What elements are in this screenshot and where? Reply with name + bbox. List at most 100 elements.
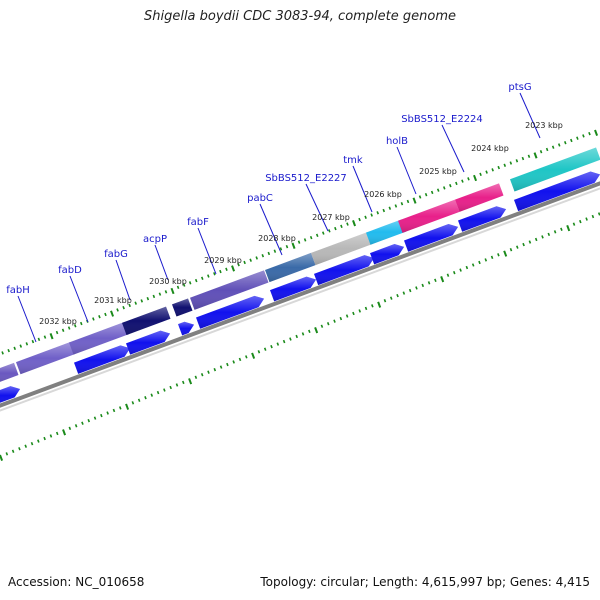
tick-mark [334, 226, 337, 231]
cds-arrow-10-shade [458, 206, 507, 232]
tick-mark [406, 199, 410, 204]
tick-mark [11, 449, 15, 453]
tick-mark [400, 202, 404, 206]
tick-mark [163, 388, 166, 392]
tick-mark [326, 322, 330, 326]
tick-mark [106, 411, 109, 415]
tick-mark [110, 310, 115, 317]
tick-mark [49, 333, 54, 340]
tick-mark [328, 229, 331, 233]
tick-mark [515, 159, 519, 163]
tick-mark [541, 235, 544, 239]
tick-mark [333, 319, 336, 323]
tick-mark [547, 232, 551, 237]
tick-mark [449, 183, 452, 188]
gene-leader-line [259, 203, 283, 256]
accession-label: Accession: NC_010658 [8, 575, 145, 589]
tick-mark [251, 352, 256, 359]
tick-mark [73, 324, 77, 328]
tick-mark [55, 431, 59, 436]
tick-mark [459, 268, 462, 272]
gene-leader-line [519, 92, 541, 139]
tick-mark [370, 213, 373, 217]
tick-mark [188, 378, 193, 385]
tick-mark [282, 339, 286, 344]
gene-label-SbBS512_E2224: SbBS512_E2224 [401, 114, 483, 125]
tick-mark [364, 306, 368, 311]
kbp-label: 2026 kbp [364, 190, 402, 199]
gene-leader-line [154, 244, 169, 281]
tick-mark [340, 224, 343, 229]
kbp-label: 2025 kbp [419, 167, 457, 176]
reverse-cds-track [0, 171, 600, 403]
gene-block-fabD-shade [69, 321, 130, 355]
tick-mark [314, 327, 319, 334]
tick-mark [551, 145, 555, 149]
tick-mark [164, 290, 168, 294]
tick-mark [98, 315, 101, 319]
tick-mark [152, 294, 156, 299]
cds-arrow-4-shade [178, 321, 195, 336]
gene-leader-line [396, 146, 417, 195]
tick-mark [452, 270, 456, 275]
tick-mark [67, 326, 71, 330]
tick-mark [346, 222, 349, 226]
tick-mark [352, 311, 355, 316]
tick-mark [320, 324, 324, 328]
tick-mark [207, 274, 210, 278]
tick-mark [497, 253, 500, 257]
tick-mark [396, 293, 399, 298]
gene-leader-line [17, 295, 37, 343]
tick-mark [188, 281, 192, 285]
tick-mark [125, 403, 130, 410]
tick-mark [297, 240, 301, 244]
gene-block-SbBS512_E2227-shade [311, 231, 373, 266]
tick-mark [182, 380, 185, 385]
tick-mark [156, 390, 160, 395]
kbp-labels: 2023 kbp 2024 kbp 2025 kbp 2026 kbp 2027 kbp… [39, 121, 563, 326]
tick-mark [455, 181, 458, 186]
gene-block-fabH-left-shade [0, 362, 19, 382]
tick-mark [249, 258, 252, 262]
kbp-label: 2030 kbp [149, 277, 187, 286]
tick-mark [479, 172, 482, 177]
tick-mark [255, 256, 258, 260]
tick-mark [585, 217, 588, 221]
tick-mark [364, 215, 367, 219]
cds-arrow-8-shade [370, 244, 405, 265]
tick-mark [427, 281, 431, 285]
tick-mark [273, 249, 277, 253]
tick-mark [261, 254, 265, 258]
tick-mark [503, 163, 507, 167]
tick-mark [521, 156, 525, 161]
gene-label-fabH: fabH [6, 285, 30, 296]
tick-mark [522, 242, 525, 247]
tick-mark [194, 278, 198, 283]
tick-mark [30, 441, 34, 446]
tick-mark [588, 131, 591, 136]
tick-mark [37, 439, 40, 443]
tick-mark [219, 365, 223, 369]
tick-mark [7, 348, 10, 353]
tick-mark [104, 312, 107, 317]
gene-block-fabH-shade [16, 342, 75, 375]
tick-mark [25, 342, 29, 346]
tick-mark [225, 267, 228, 271]
gene-leader-line [441, 124, 465, 173]
gene-leader-line [305, 183, 329, 232]
gene-block-holB-shade [398, 199, 460, 233]
tick-mark [13, 346, 16, 351]
gene-leader-line [352, 165, 373, 213]
tick-mark [79, 321, 83, 326]
gene-block-pabC-shade [265, 252, 316, 283]
tick-mark [285, 244, 289, 249]
backbone-ring [0, 181, 600, 412]
tick-mark [484, 258, 488, 262]
tick-mark [170, 287, 175, 295]
tick-mark [200, 373, 204, 377]
tick-mark [527, 154, 531, 158]
tick-mark [497, 165, 500, 170]
tick-mark [446, 273, 450, 277]
tick-mark [424, 193, 428, 197]
